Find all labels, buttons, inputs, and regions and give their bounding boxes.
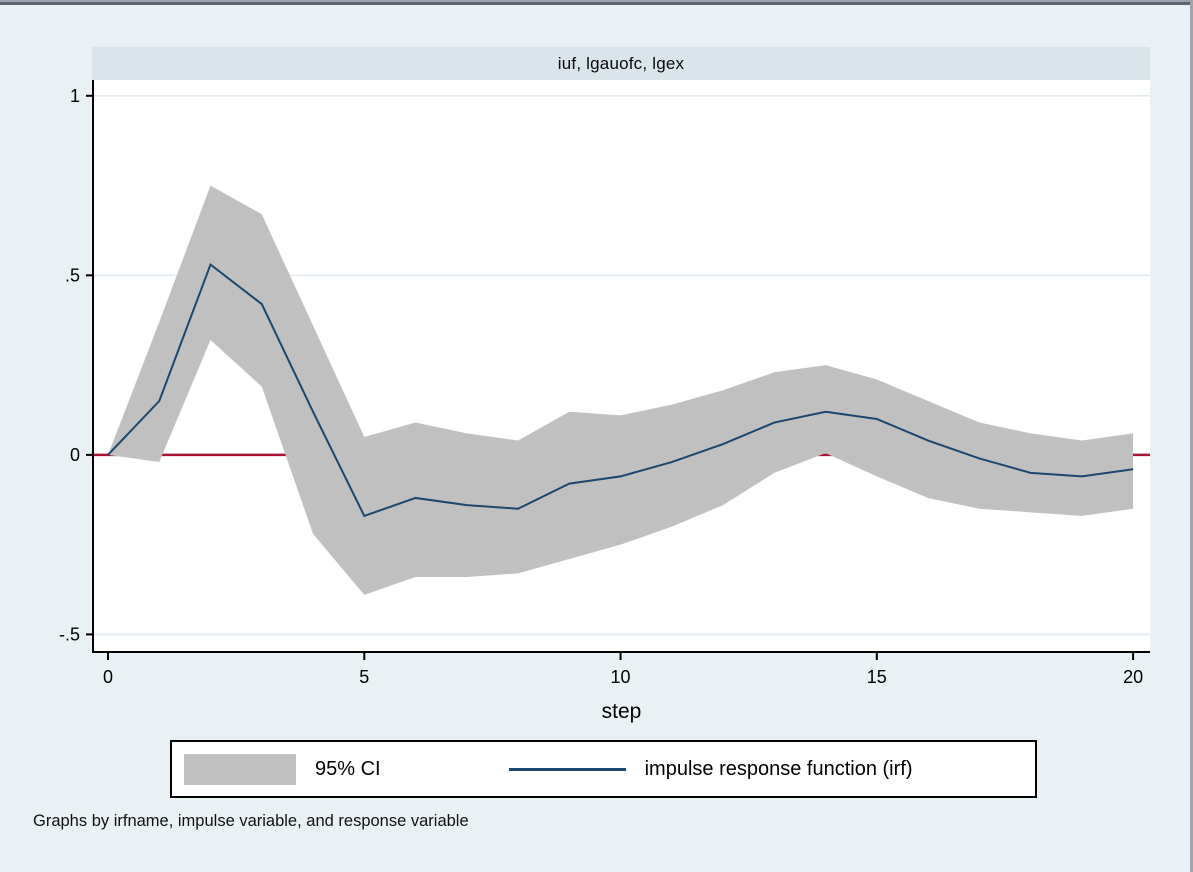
confidence-band: [108, 185, 1134, 595]
window-right-edge: [1190, 0, 1193, 872]
y-tick-label: .5: [65, 265, 80, 285]
irf-line: [107, 262, 1134, 518]
legend-label-irf: impulse response function (irf): [644, 757, 913, 780]
window-top-edge: [0, 0, 1193, 5]
y-tick-label: 1: [70, 86, 80, 106]
graphs-by-note: Graphs by irfname, impulse variable, and…: [33, 812, 469, 830]
legend: 95% CI impulse response function (irf): [170, 740, 1037, 798]
x-tick-label: 20: [1123, 667, 1143, 687]
y-tick-label: -.5: [59, 625, 80, 645]
x-tick-label: 5: [359, 667, 369, 687]
ci-band-swatch: [184, 753, 296, 785]
x-tick-label: 0: [103, 667, 113, 687]
plot-title-band: iuf, lgauofc, lgex: [92, 47, 1150, 80]
x-tick-label: 10: [611, 667, 631, 687]
legend-label-ci: 95% CI: [315, 757, 381, 780]
x-tick-label: 15: [867, 667, 887, 687]
irf-line-swatch: [508, 767, 626, 771]
x-axis-title: step: [602, 700, 642, 723]
plot-title: iuf, lgauofc, lgex: [557, 53, 685, 73]
irf-chart: 1 .5 0 -.5 0 5 10 15 20 step: [59, 80, 1150, 723]
axes: [92, 80, 1150, 653]
y-tick-label: 0: [70, 445, 80, 465]
